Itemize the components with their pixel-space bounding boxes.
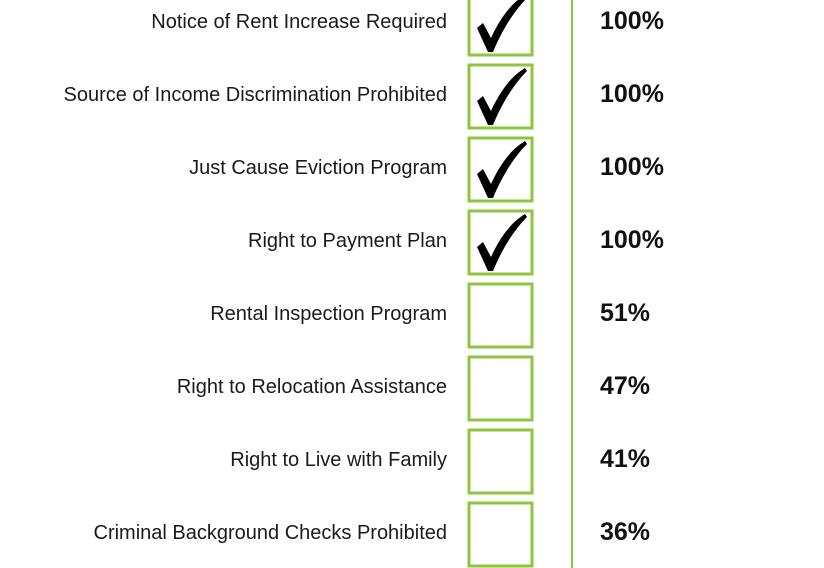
percent: 51% (600, 299, 650, 327)
row-label: Notice of Rent Increase Required (151, 11, 447, 33)
checkbox (467, 428, 534, 495)
checkmark (477, 214, 527, 271)
row-label: Right to Relocation Assistance (177, 376, 447, 398)
checkbox (467, 136, 534, 203)
checkbox (467, 209, 534, 276)
percent: 36% (600, 518, 650, 546)
checkbox (467, 0, 534, 57)
checkmark (477, 141, 527, 198)
row-label: Just Cause Eviction Program (189, 157, 447, 179)
row-label: Right to Live with Family (230, 449, 447, 471)
percent: 100% (600, 226, 664, 254)
row-label: Source of Income Discrimination Prohibit… (63, 84, 447, 106)
checkbox (467, 63, 534, 130)
percent: 100% (600, 80, 664, 108)
row-label: Criminal Background Checks Prohibited (94, 522, 448, 544)
checkmark (477, 68, 527, 125)
checkbox (467, 355, 534, 422)
percent: 100% (600, 153, 664, 181)
percent: 47% (600, 372, 650, 400)
row-label: Right to Payment Plan (248, 230, 447, 252)
checkbox (467, 282, 534, 349)
row-label: Rental Inspection Program (210, 303, 447, 325)
checkbox (467, 501, 534, 568)
checkmark (477, 0, 526, 52)
percent: 100% (600, 7, 664, 35)
percent: 41% (600, 445, 650, 473)
